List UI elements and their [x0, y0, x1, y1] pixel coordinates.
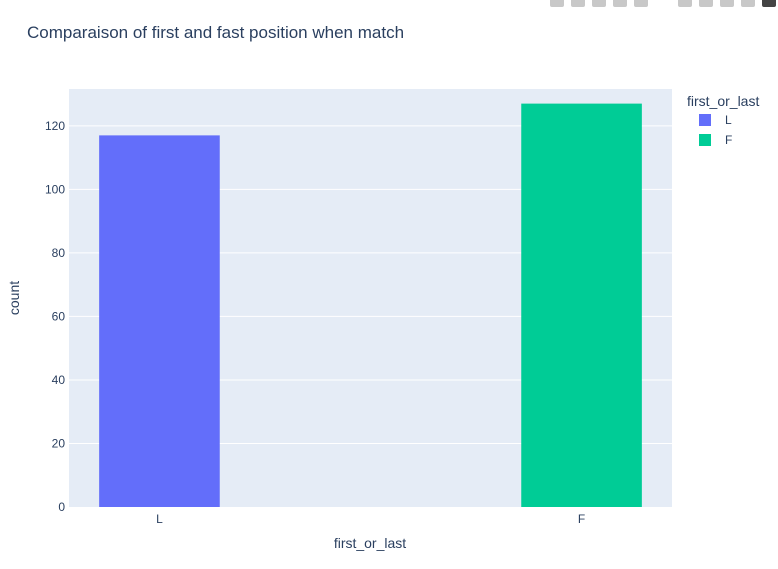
- box-select-icon[interactable]: [613, 0, 627, 7]
- x-axis-title: first_or_last: [334, 535, 406, 551]
- y-tick-label: 20: [52, 436, 66, 450]
- y-axis: 0 20 40 60 80 100 120: [45, 119, 65, 514]
- y-tick-label: 100: [45, 182, 65, 196]
- legend-swatch-F[interactable]: [699, 134, 711, 146]
- camera-icon[interactable]: [550, 0, 564, 7]
- legend-label-L[interactable]: L: [725, 113, 732, 127]
- autoscale-icon[interactable]: [720, 0, 734, 7]
- legend-title: first_or_last: [687, 93, 759, 109]
- pan-icon[interactable]: [592, 0, 606, 7]
- y-tick-label: 40: [52, 373, 66, 387]
- zoom-in-icon[interactable]: [678, 0, 692, 7]
- chart-title: Comparaison of first and fast position w…: [27, 23, 404, 42]
- y-axis-title: count: [6, 281, 22, 315]
- x-tick-label: F: [578, 512, 585, 526]
- legend: first_or_last LF: [687, 93, 759, 147]
- y-tick-label: 80: [52, 246, 66, 260]
- legend-swatch-L[interactable]: [699, 114, 711, 126]
- legend-label-F[interactable]: F: [725, 133, 732, 147]
- modebar: [550, 0, 778, 8]
- bar-F[interactable]: [521, 103, 642, 508]
- x-tick-label: L: [156, 512, 163, 526]
- zoom-icon[interactable]: [571, 0, 585, 7]
- bar-L[interactable]: [99, 135, 220, 508]
- plot-area: [69, 89, 672, 508]
- y-tick-label: 60: [52, 309, 66, 323]
- home-icon[interactable]: [741, 0, 755, 7]
- y-tick-label: 0: [58, 500, 65, 514]
- lasso-icon[interactable]: [634, 0, 648, 7]
- zoom-out-icon[interactable]: [699, 0, 713, 7]
- plotly-logo-icon[interactable]: [762, 0, 776, 7]
- y-tick-label: 120: [45, 119, 65, 133]
